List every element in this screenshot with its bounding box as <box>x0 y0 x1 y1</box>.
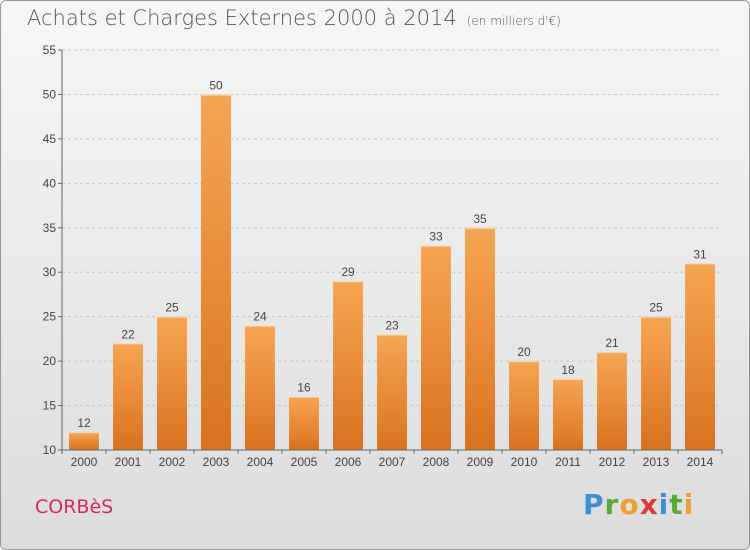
bar <box>553 378 583 450</box>
bar-value-label: 16 <box>297 381 311 395</box>
chart-title-text: Achats et Charges Externes 2000 à 2014 <box>27 6 457 30</box>
bar-value-label: 24 <box>253 310 267 324</box>
y-tick-label: 30 <box>43 265 57 279</box>
logo-letter: r <box>604 488 620 521</box>
bars <box>69 94 715 450</box>
bar-value-label: 21 <box>605 336 619 350</box>
logo-letter: i <box>683 488 695 521</box>
bar <box>377 334 407 450</box>
x-tick-label: 2011 <box>555 455 581 469</box>
x-tick-label: 2009 <box>467 455 494 469</box>
logo-letter: i <box>658 488 670 521</box>
x-tick-label: 2013 <box>643 455 670 469</box>
x-tick-label: 2001 <box>115 455 142 469</box>
bar-value-label: 12 <box>77 416 91 430</box>
x-tick-label: 2005 <box>291 455 318 469</box>
bar <box>421 245 451 450</box>
x-tick-label: 2000 <box>71 455 98 469</box>
x-tick-label: 2008 <box>423 455 450 469</box>
proxiti-logo: Proxiti <box>583 488 694 521</box>
bar-value-label: 25 <box>649 301 663 315</box>
bar <box>509 361 539 450</box>
y-tick-label: 55 <box>43 43 57 57</box>
x-tick-label: 2002 <box>159 455 186 469</box>
bar <box>685 263 715 450</box>
bar-value-label: 20 <box>517 345 531 359</box>
x-tick-label: 2012 <box>599 455 626 469</box>
bar-value-label: 23 <box>385 318 399 332</box>
y-tick-label: 15 <box>43 399 57 413</box>
bar-value-label: 31 <box>693 247 707 261</box>
chart-unit: (en milliers d'€) <box>466 14 561 28</box>
bar <box>113 343 143 450</box>
place-name: CORBèS <box>35 496 114 518</box>
y-tick-label: 40 <box>43 176 57 190</box>
x-tick-label: 2004 <box>247 455 274 469</box>
bar-value-label: 22 <box>121 327 135 341</box>
bar-value-label: 50 <box>209 78 223 92</box>
x-tick-label: 2006 <box>335 455 362 469</box>
bar-value-label: 33 <box>429 230 443 244</box>
y-tick-label: 10 <box>43 443 57 457</box>
bar <box>201 94 231 450</box>
bar <box>465 227 495 450</box>
logo-letter: o <box>619 488 640 521</box>
logo-letter: x <box>639 488 659 521</box>
y-tick-label: 25 <box>43 310 57 324</box>
x-tick-label: 2014 <box>687 455 714 469</box>
bar <box>641 316 671 450</box>
y-tick-label: 20 <box>43 354 57 368</box>
bar <box>245 325 275 450</box>
bar-value-label: 29 <box>341 265 355 279</box>
bar <box>289 396 319 450</box>
chart-title: Achats et Charges Externes 2000 à 2014 (e… <box>27 6 561 30</box>
y-tick-label: 50 <box>43 87 57 101</box>
bar <box>157 316 187 450</box>
bar-value-label: 35 <box>473 212 487 226</box>
logo-letter: t <box>669 488 684 521</box>
bar <box>69 432 99 450</box>
axes: 10 15 20 25 30 35 40 45 50 55 12 2000 22 2001 25 2002 50… <box>43 43 723 469</box>
x-tick-label: 2003 <box>203 455 230 469</box>
x-tick-label: 2007 <box>379 455 406 469</box>
bar <box>333 281 363 450</box>
bar-value-label: 18 <box>561 363 575 377</box>
y-tick-label: 45 <box>43 132 57 146</box>
x-tick-label: 2010 <box>511 455 538 469</box>
bar <box>597 352 627 450</box>
logo-letter: P <box>583 488 605 521</box>
bar-value-label: 25 <box>165 301 179 315</box>
y-tick-label: 35 <box>43 221 57 235</box>
